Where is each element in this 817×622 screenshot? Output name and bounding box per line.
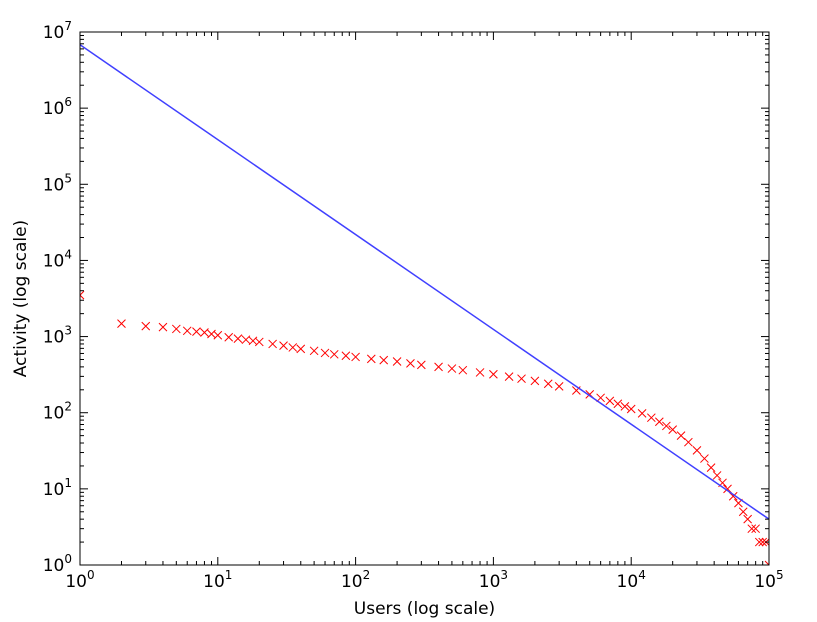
data-point (320, 348, 330, 358)
data-point (241, 335, 251, 345)
data-point (626, 404, 636, 414)
data-point (447, 364, 457, 373)
y-tick-label: 103 (43, 324, 72, 348)
tick-layer: 100 101 102 103 104 105 100 101 102 103 104 105 106 1… (43, 19, 784, 592)
data-point (296, 344, 306, 354)
data-point (288, 343, 298, 352)
data-point (662, 421, 671, 431)
data-point (406, 358, 415, 368)
data-point (646, 413, 656, 423)
x-axis-title: Users (log scale) (354, 599, 495, 619)
data-point (504, 372, 514, 381)
y-tick-label: 107 (43, 19, 72, 43)
data-point (379, 355, 389, 365)
data-point (743, 514, 753, 524)
data-point (543, 379, 553, 389)
data-point (458, 365, 468, 375)
data-point (392, 357, 402, 366)
data-point (554, 381, 564, 391)
data-point (254, 337, 264, 347)
data-point (637, 409, 647, 418)
data-point (141, 321, 151, 331)
y-axis-title: Activity (log scale) (11, 220, 31, 377)
data-point (489, 369, 498, 379)
x-tick-label: 103 (479, 568, 508, 592)
data-point (747, 524, 757, 534)
scatter-series (80, 290, 769, 565)
data-point (329, 349, 339, 359)
data-point (668, 425, 678, 434)
data-point (764, 560, 769, 565)
y-tick-label: 100 (43, 552, 72, 576)
data-point (309, 346, 319, 356)
data-point (416, 360, 426, 370)
y-tick-label: 104 (43, 247, 72, 271)
y-tick-label: 105 (43, 171, 72, 195)
data-point (279, 341, 288, 351)
data-point (706, 463, 716, 472)
data-point (712, 471, 722, 480)
data-point (80, 290, 85, 300)
data-point (676, 431, 686, 440)
data-point (738, 507, 748, 517)
data-point (605, 396, 615, 406)
data-point (213, 330, 223, 340)
fit-line (80, 44, 769, 520)
data-point (700, 454, 709, 463)
data-point (434, 362, 443, 372)
data-point (233, 334, 243, 343)
x-tick-label: 101 (203, 568, 232, 592)
y-tick-label: 106 (43, 95, 72, 119)
data-point (351, 352, 360, 362)
data-point (692, 446, 702, 455)
data-point (754, 537, 764, 547)
x-tick-label: 104 (617, 568, 646, 592)
data-point (596, 393, 605, 403)
data-point (475, 368, 485, 377)
data-point (171, 324, 181, 334)
data-point (224, 332, 234, 342)
series-layer (80, 44, 769, 565)
data-point (200, 328, 209, 337)
data-point (530, 376, 540, 386)
x-tick-label: 102 (341, 568, 370, 592)
data-point (613, 399, 623, 409)
data-point (758, 537, 768, 547)
data-point (751, 524, 760, 534)
data-point (366, 354, 376, 364)
data-point (654, 417, 664, 427)
plot-area-frame (79, 31, 770, 566)
y-tick-label: 101 (43, 476, 72, 500)
data-point (341, 351, 351, 361)
x-tick-label: 105 (754, 568, 783, 592)
y-tick-label: 102 (43, 400, 72, 424)
data-point (517, 374, 526, 384)
data-point (182, 326, 192, 336)
data-point (684, 437, 693, 447)
data-point (158, 322, 168, 332)
data-point (620, 402, 630, 411)
data-point (117, 319, 126, 328)
data-point (268, 339, 277, 349)
data-point (192, 327, 201, 337)
x-tick-label: 100 (65, 568, 94, 592)
